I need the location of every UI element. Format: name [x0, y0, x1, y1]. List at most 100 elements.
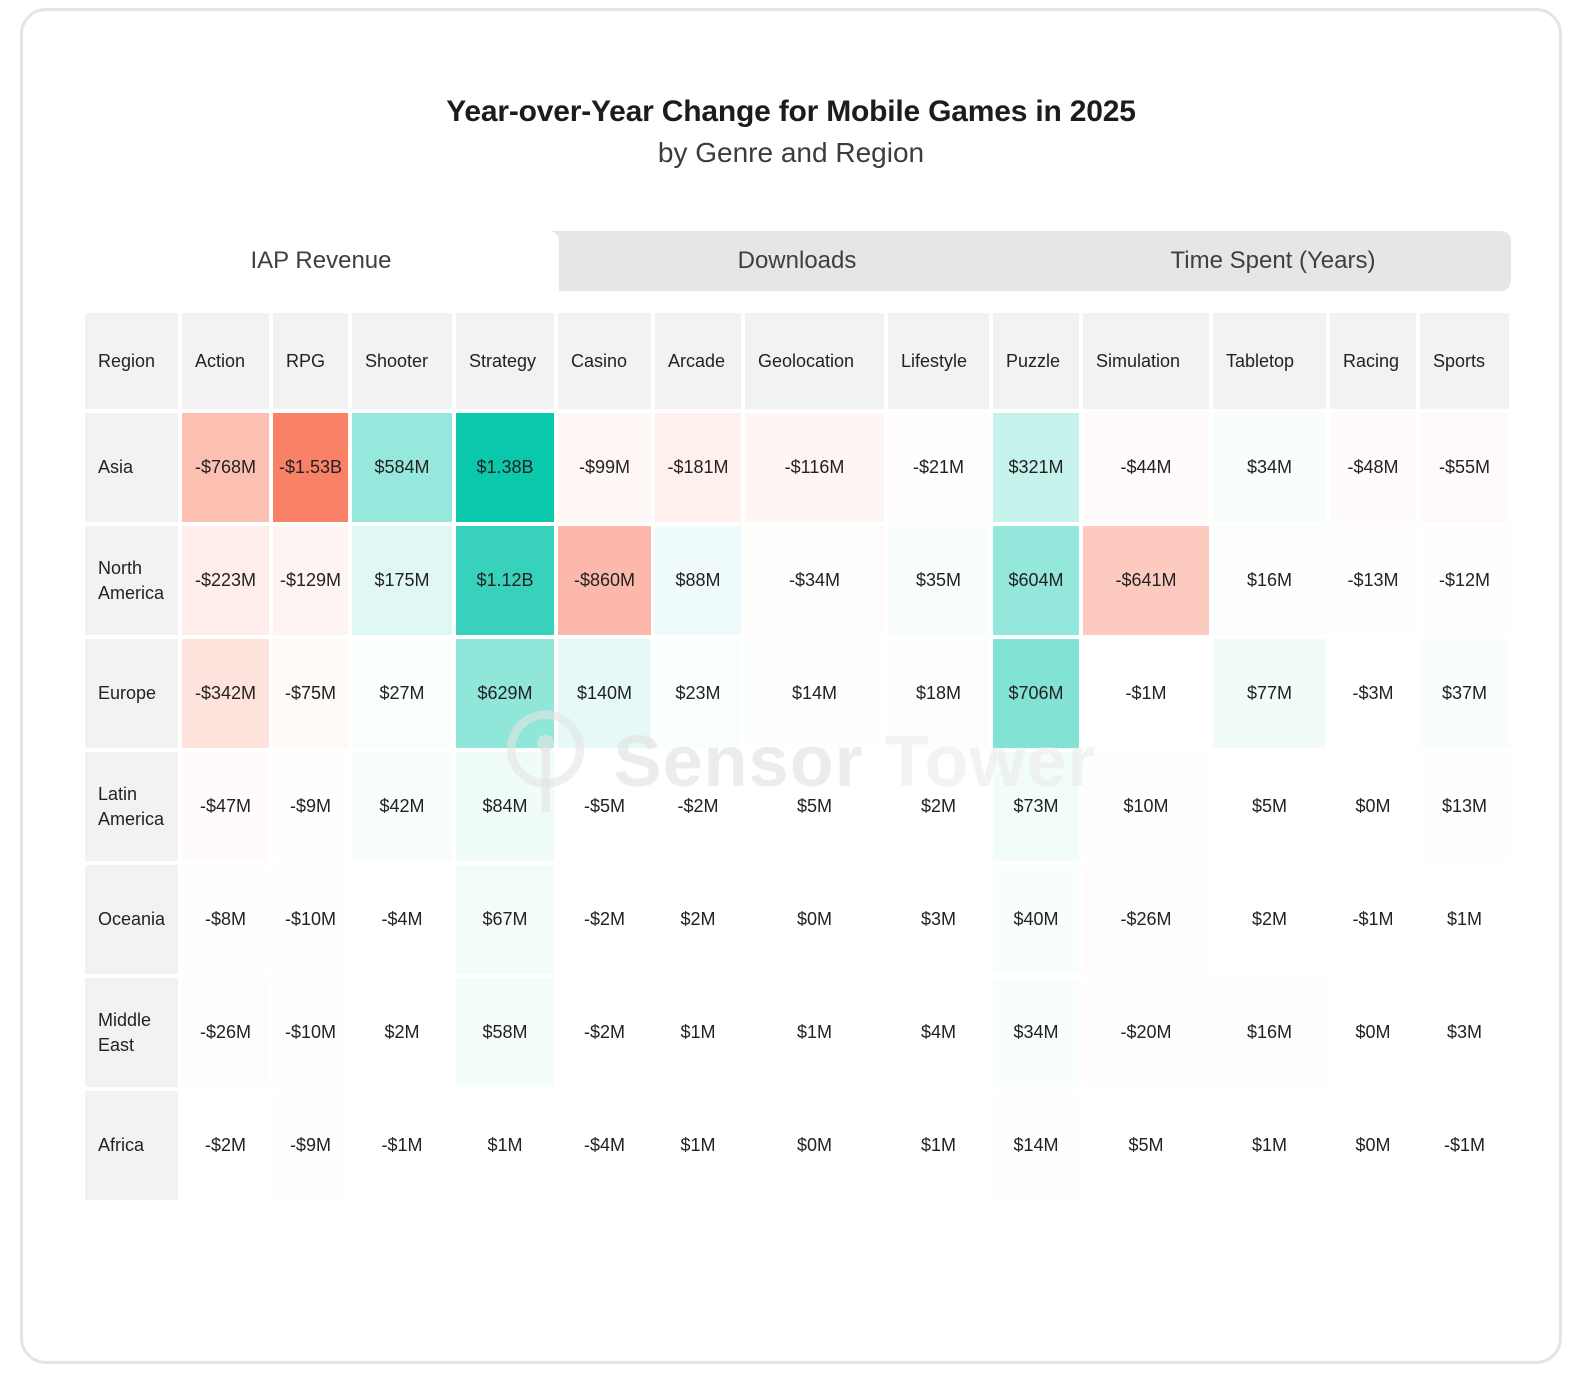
column-header-geolocation: Geolocation — [743, 311, 886, 411]
heatmap-cell: -$99M — [556, 411, 653, 524]
heatmap-cell: -$10M — [271, 976, 350, 1089]
heatmap-cell: $40M — [991, 863, 1081, 976]
heatmap-cell: $1M — [454, 1089, 556, 1202]
heatmap-cell: $140M — [556, 637, 653, 750]
heatmap-cell: -$342M — [180, 637, 271, 750]
heatmap-cell: -$641M — [1081, 524, 1211, 637]
heatmap-row: Europe -$342M -$75M $27M $629M $140M $23M $14M $… — [83, 637, 1511, 750]
heatmap-cell: $27M — [350, 637, 454, 750]
heatmap-cell: $1.12B — [454, 524, 556, 637]
heatmap-cell: -$75M — [271, 637, 350, 750]
metric-tab-bar: IAP Revenue Downloads Time Spent (Years) — [83, 231, 1511, 291]
heatmap-cell: $37M — [1418, 637, 1511, 750]
heatmap-cell: $34M — [1211, 411, 1328, 524]
column-header-puzzle: Puzzle — [991, 311, 1081, 411]
heatmap-cell: -$2M — [653, 750, 743, 863]
column-header-strategy: Strategy — [454, 311, 556, 411]
heatmap-cell: $1M — [653, 976, 743, 1089]
heatmap-cell: $321M — [991, 411, 1081, 524]
heatmap-cell: -$9M — [271, 1089, 350, 1202]
heatmap-cell: $5M — [1081, 1089, 1211, 1202]
heatmap-cell: $0M — [1328, 750, 1418, 863]
chart-card: Year-over-Year Change for Mobile Games i… — [20, 8, 1562, 1364]
tab-time-spent[interactable]: Time Spent (Years) — [1170, 247, 1376, 274]
heatmap-cell: -$20M — [1081, 976, 1211, 1089]
heatmap-cell: $5M — [743, 750, 886, 863]
column-header-sports: Sports — [1418, 311, 1511, 411]
tab-iap-revenue[interactable]: IAP Revenue — [83, 231, 559, 291]
heatmap-cell: $1.38B — [454, 411, 556, 524]
heatmap-cell: -$3M — [1328, 637, 1418, 750]
heatmap-cell: -$4M — [350, 863, 454, 976]
heatmap-cell: $14M — [743, 637, 886, 750]
heatmap-cell: $2M — [653, 863, 743, 976]
column-header-casino: Casino — [556, 311, 653, 411]
heatmap-cell: -$13M — [1328, 524, 1418, 637]
heatmap-cell: -$1M — [1418, 1089, 1511, 1202]
heatmap-cell: -$55M — [1418, 411, 1511, 524]
heatmap-cell: -$9M — [271, 750, 350, 863]
heatmap-cell: $175M — [350, 524, 454, 637]
heatmap-cell: -$34M — [743, 524, 886, 637]
column-header-region: Region — [83, 311, 180, 411]
region-label: Africa — [83, 1089, 180, 1202]
heatmap-cell: $10M — [1081, 750, 1211, 863]
heatmap-cell: $604M — [991, 524, 1081, 637]
heatmap-cell: -$26M — [1081, 863, 1211, 976]
heatmap-table: Region Action RPG Shooter Strategy Casino Arca… — [83, 311, 1511, 1202]
heatmap-row: North America -$223M -$129M $175M $1.12B -$86… — [83, 524, 1511, 637]
heatmap-cell: $73M — [991, 750, 1081, 863]
heatmap-cell: -$2M — [556, 863, 653, 976]
heatmap-row: Africa -$2M -$9M -$1M $1M -$4M $1M $0M $1M $14M $5… — [83, 1089, 1511, 1202]
column-header-rpg: RPG — [271, 311, 350, 411]
heatmap-cell: $16M — [1211, 976, 1328, 1089]
heatmap-cell: -$4M — [556, 1089, 653, 1202]
heatmap-cell: $3M — [886, 863, 991, 976]
heatmap-cell: $34M — [991, 976, 1081, 1089]
heatmap-cell: -$21M — [886, 411, 991, 524]
tab-downloads[interactable]: Downloads — [737, 247, 857, 274]
heatmap-cell: -$1M — [1328, 863, 1418, 976]
heatmap-cell: $13M — [1418, 750, 1511, 863]
region-label: Middle East — [83, 976, 180, 1089]
heatmap-row: Asia -$768M -$1.53B $584M $1.38B -$99M -$181M -… — [83, 411, 1511, 524]
heatmap-cell: -$768M — [180, 411, 271, 524]
column-header-lifestyle: Lifestyle — [886, 311, 991, 411]
heatmap-cell: -$2M — [180, 1089, 271, 1202]
heatmap-cell: $2M — [886, 750, 991, 863]
heatmap-cell: $4M — [886, 976, 991, 1089]
heatmap-cell: -$12M — [1418, 524, 1511, 637]
heatmap-cell: $1M — [743, 976, 886, 1089]
region-label: Oceania — [83, 863, 180, 976]
heatmap-cell: -$116M — [743, 411, 886, 524]
heatmap-cell: -$1M — [350, 1089, 454, 1202]
heatmap-cell: $1M — [1418, 863, 1511, 976]
heatmap-row: Middle East -$26M -$10M $2M $58M -$2M $1M $1M $4… — [83, 976, 1511, 1089]
heatmap-cell: $88M — [653, 524, 743, 637]
heatmap-cell: -$26M — [180, 976, 271, 1089]
column-header-racing: Racing — [1328, 311, 1418, 411]
heatmap-cell: $1M — [886, 1089, 991, 1202]
heatmap-cell: -$860M — [556, 524, 653, 637]
page-subtitle: by Genre and Region — [657, 137, 925, 168]
heatmap-cell: $42M — [350, 750, 454, 863]
heatmap-cell: $0M — [1328, 976, 1418, 1089]
heatmap-cell: $84M — [454, 750, 556, 863]
column-header-simulation: Simulation — [1081, 311, 1211, 411]
heatmap-cell: $2M — [350, 976, 454, 1089]
heatmap-cell: -$181M — [653, 411, 743, 524]
column-header-tabletop: Tabletop — [1211, 311, 1328, 411]
heatmap-cell: $0M — [1328, 1089, 1418, 1202]
heatmap-cell: $706M — [991, 637, 1081, 750]
heatmap-cell: -$48M — [1328, 411, 1418, 524]
heatmap-cell: -$129M — [271, 524, 350, 637]
heatmap-cell: -$1M — [1081, 637, 1211, 750]
heatmap-cell: $14M — [991, 1089, 1081, 1202]
heatmap-cell: $67M — [454, 863, 556, 976]
heatmap-cell: $1M — [1211, 1089, 1328, 1202]
heatmap-cell: $0M — [743, 863, 886, 976]
heatmap-cell: $18M — [886, 637, 991, 750]
heatmap-cell: -$1.53B — [271, 411, 350, 524]
heatmap-cell: -$44M — [1081, 411, 1211, 524]
heatmap-cell: $16M — [1211, 524, 1328, 637]
